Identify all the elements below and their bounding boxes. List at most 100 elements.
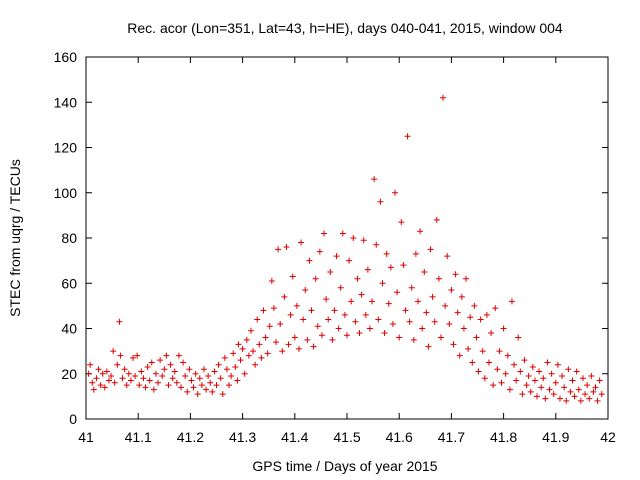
y-axis-label: STEC from uqrg / TECUs (7, 159, 23, 317)
data-point (209, 388, 216, 395)
data-point (437, 334, 444, 341)
data-point (235, 341, 242, 348)
data-point (442, 302, 449, 309)
data-point (561, 384, 568, 391)
data-point (321, 230, 328, 237)
data-point (498, 379, 505, 386)
data-point (123, 382, 130, 389)
data-point (346, 257, 353, 264)
data-point (256, 341, 263, 348)
data-point (538, 384, 545, 391)
data-point (146, 377, 153, 384)
data-point (448, 287, 455, 294)
x-tick-label: 41.2 (177, 429, 204, 445)
data-point (161, 366, 168, 373)
data-point (477, 316, 484, 323)
data-point (298, 239, 305, 246)
data-point (377, 198, 384, 205)
data-point (323, 296, 330, 303)
data-point (425, 343, 432, 350)
y-tick-label: 80 (61, 230, 77, 246)
data-point (517, 368, 524, 375)
data-point (97, 382, 104, 389)
data-point (136, 382, 143, 389)
data-point (152, 370, 159, 377)
y-tick-label: 20 (61, 366, 77, 382)
data-point (588, 373, 595, 380)
data-point (184, 388, 191, 395)
data-point (546, 386, 553, 393)
x-tick-label: 41.6 (386, 429, 413, 445)
data-point (339, 230, 346, 237)
data-point (241, 370, 248, 377)
data-point (379, 280, 386, 287)
data-point (337, 284, 344, 291)
chart-title: Rec. acor (Lon=351, Lat=43, h=HE), days … (127, 20, 563, 36)
x-tick-label: 41.8 (490, 429, 517, 445)
data-point (490, 382, 497, 389)
data-point (559, 373, 566, 380)
data-point (277, 320, 284, 327)
data-point (419, 325, 426, 332)
data-point (258, 354, 265, 361)
data-point (354, 275, 361, 282)
data-point (329, 336, 336, 343)
data-point (525, 373, 532, 380)
data-point (144, 363, 151, 370)
data-point (584, 382, 591, 389)
data-point (494, 366, 501, 373)
data-point (341, 311, 348, 318)
data-point (223, 366, 230, 373)
data-point (352, 318, 359, 325)
data-point (586, 395, 593, 402)
data-point (175, 352, 182, 359)
data-point (182, 373, 189, 380)
data-point (99, 370, 106, 377)
data-point (402, 307, 409, 314)
data-point (335, 325, 342, 332)
data-point (471, 302, 478, 309)
data-point (169, 375, 176, 382)
data-point (496, 348, 503, 355)
data-point (213, 382, 220, 389)
data-point (155, 379, 162, 386)
data-point (203, 386, 210, 393)
data-point (266, 323, 273, 330)
data-point (582, 391, 589, 398)
x-tick-label: 41.1 (125, 429, 152, 445)
data-point (148, 359, 155, 366)
data-points (85, 94, 605, 404)
x-axis-label: GPS time / Days of year 2015 (252, 458, 437, 474)
data-point (392, 189, 399, 196)
data-point (488, 330, 495, 337)
data-point (198, 382, 205, 389)
plot-frame (85, 56, 609, 420)
data-point (534, 393, 541, 400)
data-point (275, 246, 282, 253)
data-point (142, 384, 149, 391)
data-point (85, 370, 92, 377)
data-point (173, 379, 180, 386)
data-point (542, 395, 549, 402)
data-point (463, 275, 470, 282)
y-tick-label: 100 (54, 185, 78, 201)
data-point (87, 361, 94, 368)
data-point (504, 352, 511, 359)
data-point (450, 341, 457, 348)
data-point (129, 354, 136, 361)
y-tick-label: 0 (69, 411, 77, 427)
data-point (304, 336, 311, 343)
x-tick-label: 41.5 (333, 429, 360, 445)
data-point (431, 318, 438, 325)
data-point (95, 366, 102, 373)
data-point (404, 133, 411, 140)
data-point (108, 373, 115, 380)
x-tick-label: 41 (78, 429, 94, 445)
data-point (408, 284, 415, 291)
data-point (423, 309, 430, 316)
data-point (163, 352, 170, 359)
data-point (435, 275, 442, 282)
data-point (506, 386, 513, 393)
data-point (254, 316, 261, 323)
